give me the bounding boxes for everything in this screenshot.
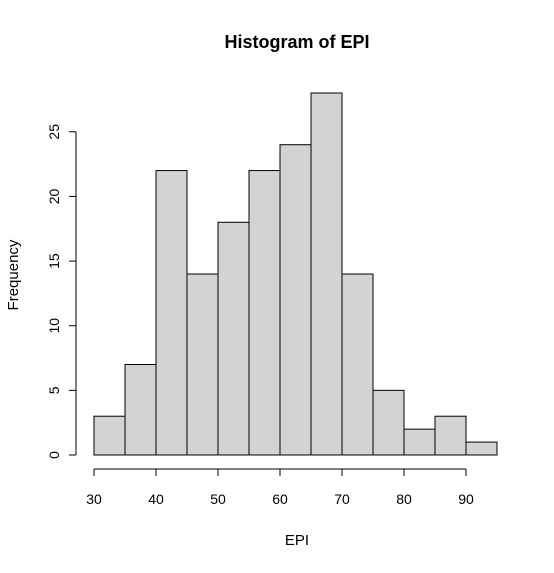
y-tick-label: 0 [46,451,62,459]
y-tick-label: 10 [46,318,62,334]
histogram-bar [403,428,436,456]
x-tick-label: 70 [334,491,350,507]
histogram-bar [248,170,281,456]
y-axis-label: Frequency [5,239,22,310]
histogram-bar [155,170,188,456]
histogram-bar [465,441,498,456]
histogram-bar [372,389,405,456]
y-tick-label: 25 [46,124,62,140]
histogram-bar [217,221,250,456]
y-axis: 0 5 10 15 20 25 [46,124,77,459]
histogram-bar [186,273,219,456]
x-axis: 30 40 50 60 70 80 90 [86,468,474,507]
x-tick-label: 60 [272,491,288,507]
x-tick-label: 80 [396,491,412,507]
histogram-bar [124,364,157,456]
x-tick-label: 40 [148,491,164,507]
chart-title: Histogram of EPI [224,32,369,52]
y-tick-label: 20 [46,188,62,204]
histogram-bar [310,92,343,456]
x-tick-label: 50 [210,491,226,507]
histogram-bar [434,415,467,456]
x-tick-label: 30 [86,491,102,507]
x-tick-label: 90 [458,491,474,507]
histogram-bar [279,144,312,456]
y-tick-label: 5 [46,386,62,394]
y-tick-label: 15 [46,253,62,269]
x-axis-label: EPI [285,532,309,549]
bars-group [93,92,498,456]
histogram-bar [341,273,374,456]
histogram-bar [93,415,126,456]
